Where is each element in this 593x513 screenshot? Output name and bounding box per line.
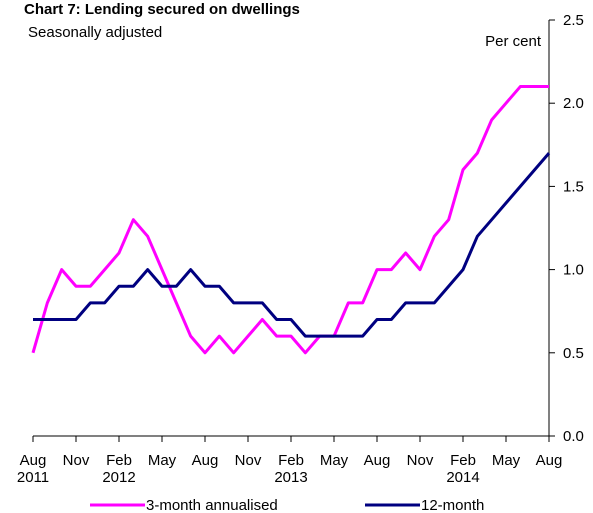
- y-tick-label: 2.5: [563, 12, 584, 29]
- x-tick-label: Nov: [235, 452, 262, 469]
- x-tick-label: Aug: [192, 452, 219, 469]
- chart-subtitle: Seasonally adjusted: [28, 24, 162, 41]
- x-tick-label: Nov: [63, 452, 90, 469]
- x-tick-label: May: [320, 452, 349, 469]
- x-tick-label: Aug 2011: [17, 452, 49, 486]
- x-tick-label: Feb 2013: [274, 452, 307, 486]
- x-tick-label: Feb 2012: [102, 452, 135, 486]
- x-tick-label: Nov: [407, 452, 434, 469]
- y-axis-label: Per cent: [485, 33, 542, 50]
- x-tick-label: May: [148, 452, 177, 469]
- y-tick-label: 0.0: [563, 428, 584, 445]
- x-tick-label: May: [492, 452, 521, 469]
- legend-label: 12-month: [421, 497, 484, 513]
- x-tick-label: Aug: [536, 452, 563, 469]
- series-line: [33, 152, 551, 338]
- y-tick-label: 0.5: [563, 345, 584, 362]
- chart-title: Chart 7: Lending secured on dwellings: [24, 1, 300, 18]
- y-tick-label: 1.0: [563, 262, 584, 279]
- x-tick-label: Aug: [364, 452, 391, 469]
- series-line: [31, 85, 549, 355]
- y-tick-label: 2.0: [563, 95, 584, 112]
- legend-label: 3-month annualised: [146, 497, 278, 513]
- x-tick-label: Feb 2014: [446, 452, 479, 486]
- y-tick-label: 1.5: [563, 178, 584, 195]
